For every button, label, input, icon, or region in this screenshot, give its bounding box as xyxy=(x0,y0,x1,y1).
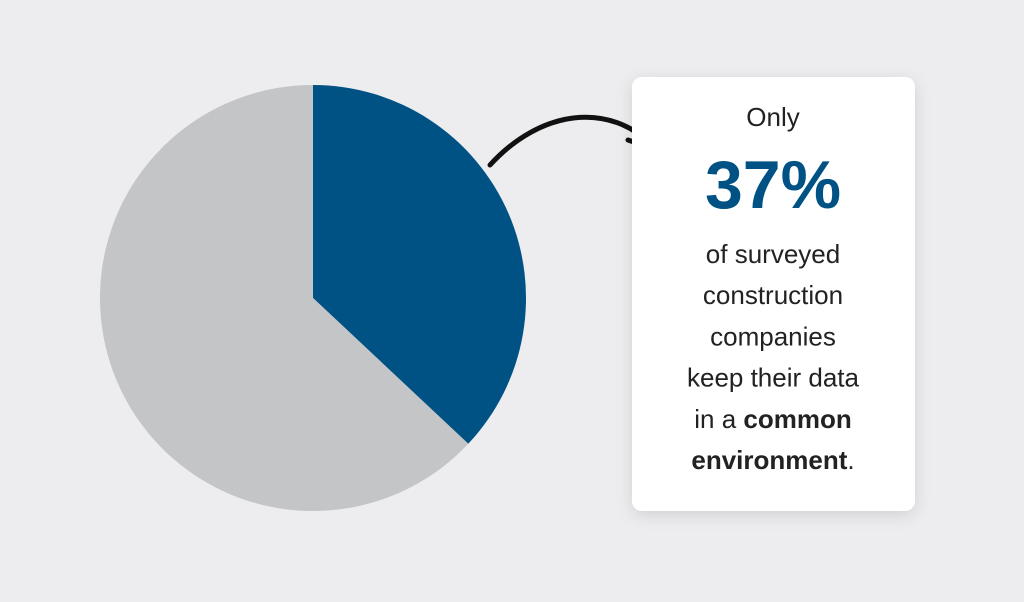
callout-line: construction xyxy=(703,280,843,310)
pie-slice xyxy=(313,85,526,444)
pie-slice xyxy=(99,85,469,512)
callout-span: of surveyed xyxy=(706,239,840,269)
callout-emphasis: environment xyxy=(691,445,847,475)
callout-line: environment. xyxy=(691,445,854,475)
callout-span: keep their data xyxy=(687,362,860,392)
pie xyxy=(99,85,526,512)
callout-lead: Only xyxy=(746,102,799,132)
callout-card xyxy=(632,77,915,511)
callout-emphasis: common xyxy=(743,404,851,434)
callout-line: of surveyed xyxy=(706,239,840,269)
callout-span: in a xyxy=(694,404,743,434)
callout-line: keep their data xyxy=(687,362,860,392)
callout-value: 37% xyxy=(705,147,841,223)
callout-text: of surveyed construction companies keep the… xyxy=(687,239,860,475)
callout-span: construction xyxy=(703,280,843,310)
callout-line: companies xyxy=(710,321,836,351)
callout-line: in a common xyxy=(694,404,852,434)
callout-span: companies xyxy=(710,321,836,351)
callout-span: . xyxy=(847,445,854,475)
